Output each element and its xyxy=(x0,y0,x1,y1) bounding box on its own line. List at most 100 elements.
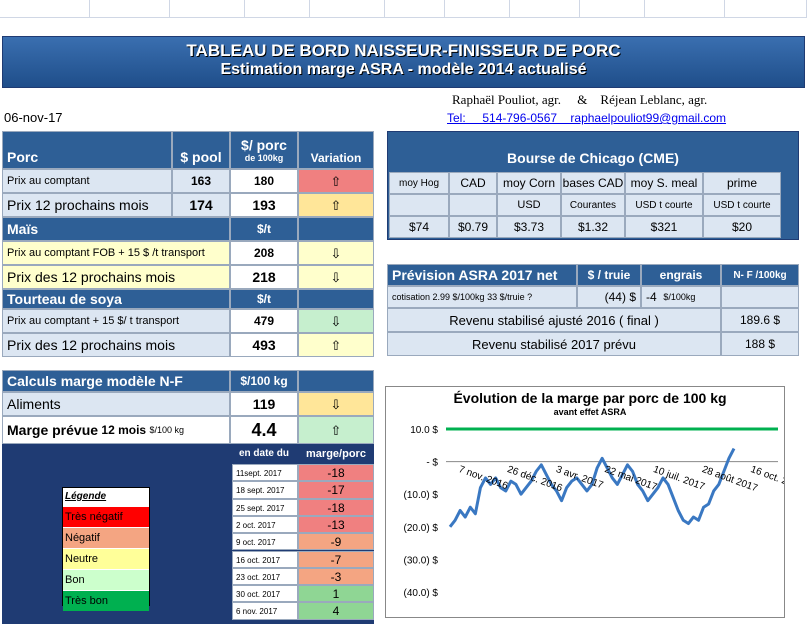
marge-label-cell: Marge prévue 12 mois $/100 kg xyxy=(2,416,230,444)
porc-header-pool: $ pool xyxy=(172,131,230,169)
rev2017-value: 188 $ xyxy=(721,332,799,356)
porc-row2-pool: 174 xyxy=(172,193,230,217)
report-date: 06-nov-17 xyxy=(4,110,63,125)
y-tick-label: (40.0) $ xyxy=(404,588,439,599)
down-arrow-icon: ⇩ xyxy=(330,245,342,261)
history-col-date: en date du xyxy=(238,448,289,459)
rev2017-label: Revenu stabilisé 2017 prévu xyxy=(387,332,721,356)
history-row-date: 11sept. 2017 xyxy=(232,464,298,482)
cotisation-label: cotisation 2.99 $/100kg 33 $/truie ? xyxy=(387,286,577,308)
mais-header-unit: $/t xyxy=(230,217,298,241)
legend-box: Légende Très négatif Négatif Neutre Bon Très… xyxy=(62,487,150,611)
aliments-label: Aliments xyxy=(2,392,230,416)
x-tick-label: 10 juil. 2017 xyxy=(652,464,707,493)
cme-col-head: bases CAD xyxy=(561,172,625,194)
history-row-date: 30 oct. 2017 xyxy=(232,585,298,603)
chart-subtitle: avant effet ASRA xyxy=(554,407,627,417)
history-row-value: -9 xyxy=(298,533,374,551)
soya-row2-value: 493 xyxy=(230,333,298,357)
asra-col-nf: N- F /100kg xyxy=(721,264,799,286)
porc-row2-label: Prix 12 prochains mois xyxy=(2,193,172,217)
authors: Raphaël Pouliot, agr. & Réjean Leblanc, … xyxy=(452,92,708,107)
marge-unit: $/100 kg xyxy=(149,425,184,435)
up-arrow-icon: ⇧ xyxy=(330,337,342,353)
engrais-value: -4 xyxy=(646,290,657,304)
porc-row2-value: 193 xyxy=(230,193,298,217)
porc-header-label: Porc xyxy=(2,131,172,169)
y-tick-label: 10.0 $ xyxy=(410,425,438,436)
porc-row1-arrow: ⇧ xyxy=(298,169,374,193)
down-arrow-icon: ⇩ xyxy=(330,269,342,285)
aliments-value: 119 xyxy=(230,392,298,416)
down-arrow-icon: ⇩ xyxy=(330,313,342,329)
perporc-sub: de 100kg xyxy=(244,153,284,163)
cme-col-head: CAD xyxy=(449,172,497,194)
soya-header-empty xyxy=(298,289,374,309)
cme-col-head: moy Corn xyxy=(497,172,561,194)
legend-item: Très bon xyxy=(63,590,149,611)
mais-header-label: Maïs xyxy=(2,217,230,241)
cme-title: Bourse de Chicago (CME) xyxy=(507,150,679,166)
title-line1: TABLEAU DE BORD NAISSEUR-FINISSEUR DE PO… xyxy=(186,41,621,60)
perporc-label: $/ porc xyxy=(241,137,287,153)
porc-row2-arrow: ⇧ xyxy=(298,193,374,217)
history-row-date: 16 oct. 2017 xyxy=(232,550,298,568)
y-tick-label: (30.0) $ xyxy=(404,555,439,566)
contact-link[interactable]: Tel: 514-796-0567 raphaelpouliot99@gmail… xyxy=(447,111,727,125)
history-row-value: 1 xyxy=(298,585,374,603)
legend-title: Légende xyxy=(65,491,107,502)
margin-chart-svg: Évolution de la marge par porc de 100 kg… xyxy=(404,390,784,599)
cme-col-head: moy S. meal xyxy=(625,172,703,194)
margin-chart: Évolution de la marge par porc de 100 kg… xyxy=(385,386,785,618)
spreadsheet-grid xyxy=(0,0,807,36)
aliments-arrow: ⇩ xyxy=(298,392,374,416)
up-arrow-icon: ⇧ xyxy=(330,173,342,189)
cme-col-head: moy Hog xyxy=(389,172,449,194)
history-row-value: 4 xyxy=(298,602,374,620)
asra-title: Prévision ASRA 2017 net xyxy=(387,264,577,286)
chart-title: Évolution de la marge par porc de 100 kg xyxy=(453,390,726,406)
cme-col-sub xyxy=(449,194,497,216)
title-banner: TABLEAU DE BORD NAISSEUR-FINISSEUR DE PO… xyxy=(2,36,805,88)
soya-row2-label: Prix des 12 prochains mois xyxy=(2,333,230,357)
history-row-date: 23 oct. 2017 xyxy=(232,567,298,586)
marge-sub: 12 mois xyxy=(101,423,147,437)
history-row-date: 6 nov. 2017 xyxy=(232,602,298,620)
mais-row2-arrow: ⇩ xyxy=(298,265,374,289)
soya-row2-arrow: ⇧ xyxy=(298,333,374,357)
porc-row1-value: 180 xyxy=(230,169,298,193)
y-tick-label: (20.0) $ xyxy=(404,523,439,534)
mais-row1-label: Prix au comptant FOB + 15 $ /t transport xyxy=(2,241,230,265)
history-row-date: 2 oct. 2017 xyxy=(232,515,298,534)
porc-header-variation: Variation xyxy=(298,131,374,169)
down-arrow-icon: ⇩ xyxy=(330,396,342,412)
mais-header-empty xyxy=(298,217,374,241)
soya-header-label: Tourteau de soya xyxy=(2,289,230,309)
cme-col-head: prime xyxy=(703,172,781,194)
legend-item: Négatif xyxy=(63,527,149,548)
engrais-unit: $/100kg xyxy=(663,292,696,302)
cme-col-sub: USD t courte xyxy=(625,194,703,216)
mais-row2-value: 218 xyxy=(230,265,298,289)
soya-row1-arrow: ⇩ xyxy=(298,309,374,333)
porc-row1-pool: 163 xyxy=(172,169,230,193)
mais-row2-label: Prix des 12 prochains mois xyxy=(2,265,230,289)
title-line2: Estimation marge ASRA - modèle 2014 actu… xyxy=(220,61,587,78)
soya-row1-value: 479 xyxy=(230,309,298,333)
history-row-date: 25 sept. 2017 xyxy=(232,498,298,516)
cme-col-value: $321 xyxy=(625,216,703,238)
calc-header-unit: $/100 kg xyxy=(230,370,298,392)
cme-col-sub: USD t courte xyxy=(703,194,781,216)
y-tick-label: (10.0) $ xyxy=(404,490,439,501)
marge-value: 4.4 xyxy=(230,416,298,444)
soya-row1-label: Prix au comptant + 15 $/ t transport xyxy=(2,309,230,333)
legend-item: Très négatif xyxy=(63,506,149,527)
mais-row1-arrow: ⇩ xyxy=(298,241,374,265)
cme-col-value: $74 xyxy=(389,216,449,238)
history-row-value: -3 xyxy=(298,567,374,586)
cme-col-sub: Courantes xyxy=(561,194,625,216)
history-row-value: -13 xyxy=(298,515,374,534)
history-row-value: -17 xyxy=(298,481,374,499)
porc-header-perporc: $/ porc de 100kg xyxy=(230,131,298,169)
cotisation-truie: (44) $ xyxy=(577,286,641,308)
